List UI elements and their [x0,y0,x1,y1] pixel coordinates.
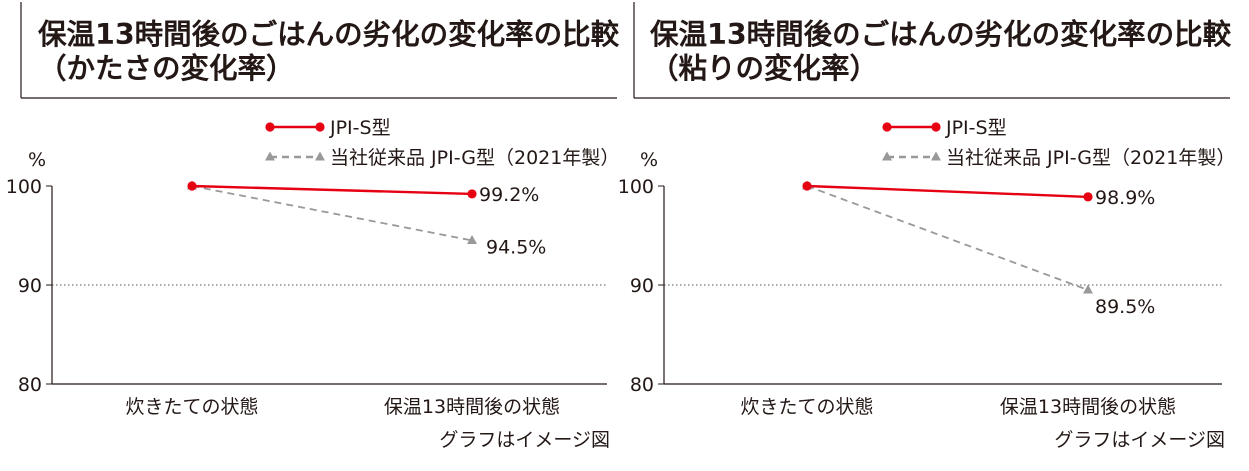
chart-panel-1: 保温13時間後のごはんの劣化の変化率の比較（かたさの変化率） JPI-S型当社従来… [6,2,620,451]
image-note: グラフはイメージ図 [439,429,610,451]
y-tick-label-90: 90 [630,275,654,297]
chart-title-line-1: 保温13時間後のごはんの劣化の変化率の比較 [650,18,1232,51]
legend-label-2: 当社従来品 JPI-G型（2021年製） [330,147,619,169]
legend-marker-1a [265,122,275,132]
legend-marker-2b [931,151,941,161]
y-unit-label: % [640,149,658,171]
y-tick-label-100: 100 [6,176,42,198]
series-line-1 [191,184,473,196]
legend-marker-2b [315,151,325,161]
legend-marker-1b [315,122,325,132]
data-point-1-2 [1083,192,1093,202]
data-label-2: 94.5% [486,236,546,258]
legend-label-1: JPI-S型 [945,117,1007,139]
legend-marker-2a [265,151,275,161]
data-point-1-1 [802,181,812,191]
legend-marker-2a [882,151,892,161]
legend-marker-1b [931,122,941,132]
data-label-1: 99.2% [479,184,539,206]
y-tick-label-90: 90 [18,275,42,297]
chart-title-line-1: 保温13時間後のごはんの劣化の変化率の比較 [38,18,620,51]
y-tick-label-80: 80 [18,374,42,396]
y-tick-label-100: 100 [618,176,654,198]
legend-label-2: 当社従来品 JPI-G型（2021年製） [946,147,1235,169]
data-label-1: 98.9% [1095,187,1155,209]
image-note: グラフはイメージ図 [1054,429,1225,451]
series-line-2 [191,185,473,242]
x-category-label-2: 保温13時間後の状態 [1000,396,1176,418]
legend-marker-1a [882,122,892,132]
y-tick-label-80: 80 [630,374,654,396]
data-label-2: 89.5% [1095,296,1155,318]
y-unit-label: % [28,149,46,171]
series-line-1 [806,184,1089,199]
x-category-label-1: 炊きたての状態 [125,396,258,418]
chart-title-line-2: （粘りの変化率） [650,52,878,85]
data-point-2-2 [467,234,477,244]
data-point-1-2 [467,189,477,199]
data-point-2-2 [1083,284,1093,294]
x-category-label-2: 保温13時間後の状態 [384,396,560,418]
chart-panel-2: 保温13時間後のごはんの劣化の変化率の比較（粘りの変化率） JPI-S型当社従来品… [618,2,1235,451]
chart-title-line-2: （かたさの変化率） [38,52,295,85]
series-line-2 [806,185,1089,291]
data-point-1-1 [187,181,197,191]
legend-label-1: JPI-S型 [329,117,391,139]
x-category-label-1: 炊きたての状態 [740,396,873,418]
